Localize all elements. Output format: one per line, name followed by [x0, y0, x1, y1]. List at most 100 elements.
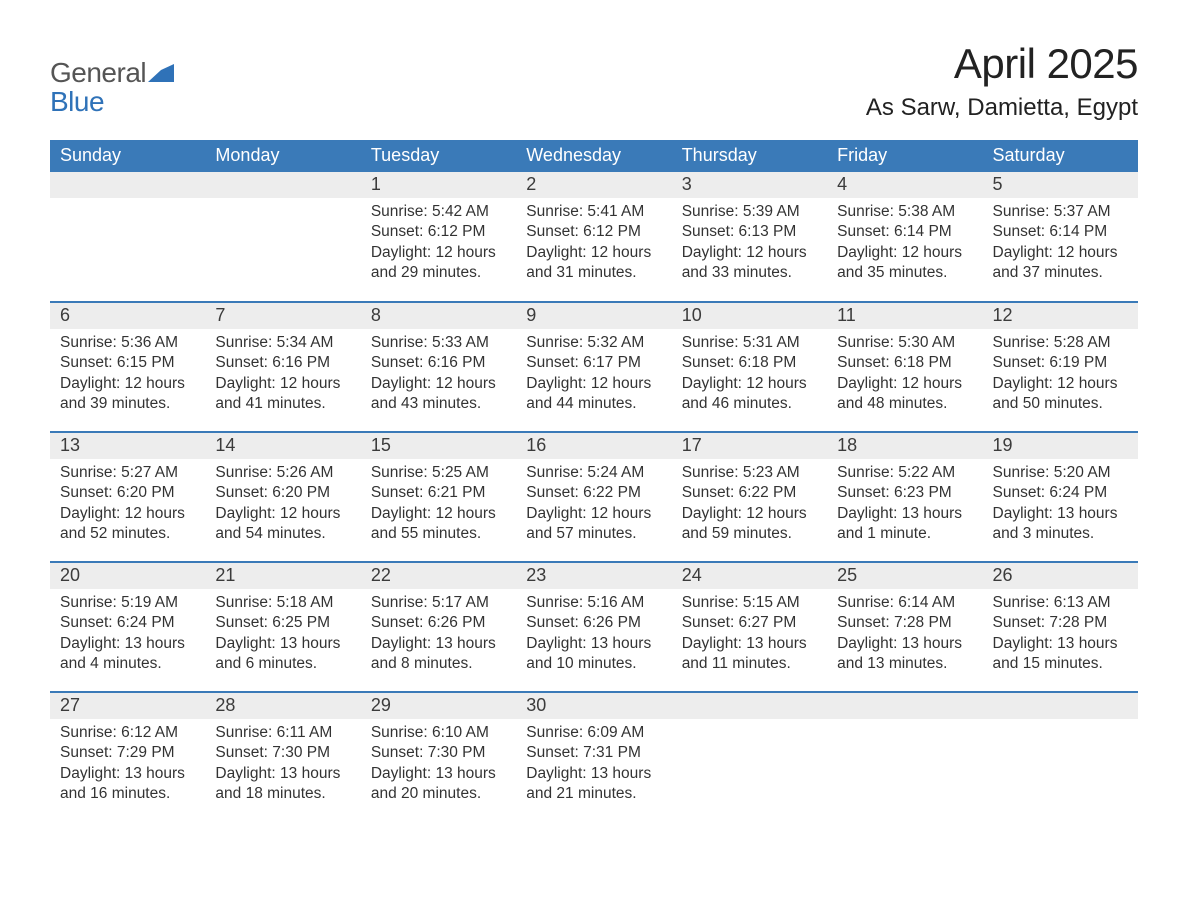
day-line-day2: and 59 minutes.	[682, 524, 819, 544]
day-line-day1: Daylight: 12 hours	[993, 243, 1130, 263]
day-line-day1: Daylight: 12 hours	[371, 243, 508, 263]
calendar-day-cell: 10Sunrise: 5:31 AMSunset: 6:18 PMDayligh…	[672, 302, 827, 432]
day-line-sunset: Sunset: 6:22 PM	[682, 483, 819, 503]
calendar-header-cell: Saturday	[983, 140, 1138, 172]
day-line-day2: and 13 minutes.	[837, 654, 974, 674]
day-content: Sunrise: 5:39 AMSunset: 6:13 PMDaylight:…	[672, 198, 827, 290]
day-line-day2: and 6 minutes.	[215, 654, 352, 674]
day-number: 21	[205, 563, 360, 589]
day-content: Sunrise: 6:10 AMSunset: 7:30 PMDaylight:…	[361, 719, 516, 811]
calendar-day-cell: 8Sunrise: 5:33 AMSunset: 6:16 PMDaylight…	[361, 302, 516, 432]
day-line-day2: and 8 minutes.	[371, 654, 508, 674]
calendar-body: 1Sunrise: 5:42 AMSunset: 6:12 PMDaylight…	[50, 172, 1138, 822]
calendar-day-cell: 2Sunrise: 5:41 AMSunset: 6:12 PMDaylight…	[516, 172, 671, 302]
day-number: 26	[983, 563, 1138, 589]
day-content: Sunrise: 5:17 AMSunset: 6:26 PMDaylight:…	[361, 589, 516, 681]
day-content: Sunrise: 5:22 AMSunset: 6:23 PMDaylight:…	[827, 459, 982, 551]
day-line-day2: and 10 minutes.	[526, 654, 663, 674]
calendar-day-cell: 27Sunrise: 6:12 AMSunset: 7:29 PMDayligh…	[50, 692, 205, 822]
day-number: 11	[827, 303, 982, 329]
day-content: Sunrise: 5:30 AMSunset: 6:18 PMDaylight:…	[827, 329, 982, 421]
day-content: Sunrise: 5:20 AMSunset: 6:24 PMDaylight:…	[983, 459, 1138, 551]
day-line-day1: Daylight: 13 hours	[371, 634, 508, 654]
day-line-sunrise: Sunrise: 5:23 AM	[682, 463, 819, 483]
calendar-day-cell: 13Sunrise: 5:27 AMSunset: 6:20 PMDayligh…	[50, 432, 205, 562]
day-content: Sunrise: 5:32 AMSunset: 6:17 PMDaylight:…	[516, 329, 671, 421]
day-line-sunset: Sunset: 6:25 PM	[215, 613, 352, 633]
day-line-sunset: Sunset: 6:22 PM	[526, 483, 663, 503]
calendar-day-cell: 15Sunrise: 5:25 AMSunset: 6:21 PMDayligh…	[361, 432, 516, 562]
calendar-day-cell	[50, 172, 205, 302]
calendar-day-cell: 14Sunrise: 5:26 AMSunset: 6:20 PMDayligh…	[205, 432, 360, 562]
day-line-day2: and 31 minutes.	[526, 263, 663, 283]
calendar-day-cell: 25Sunrise: 6:14 AMSunset: 7:28 PMDayligh…	[827, 562, 982, 692]
day-number: 3	[672, 172, 827, 198]
day-line-day1: Daylight: 12 hours	[60, 504, 197, 524]
day-line-sunrise: Sunrise: 6:10 AM	[371, 723, 508, 743]
day-line-day1: Daylight: 13 hours	[215, 764, 352, 784]
day-number: 1	[361, 172, 516, 198]
calendar-day-cell: 9Sunrise: 5:32 AMSunset: 6:17 PMDaylight…	[516, 302, 671, 432]
day-content: Sunrise: 6:09 AMSunset: 7:31 PMDaylight:…	[516, 719, 671, 811]
day-line-day2: and 57 minutes.	[526, 524, 663, 544]
day-line-sunrise: Sunrise: 5:41 AM	[526, 202, 663, 222]
day-line-sunset: Sunset: 6:16 PM	[371, 353, 508, 373]
day-line-sunrise: Sunrise: 5:30 AM	[837, 333, 974, 353]
day-line-sunset: Sunset: 6:15 PM	[60, 353, 197, 373]
day-line-sunset: Sunset: 6:26 PM	[526, 613, 663, 633]
header: General Blue April 2025 As Sarw, Damiett…	[50, 40, 1138, 122]
calendar-week-row: 20Sunrise: 5:19 AMSunset: 6:24 PMDayligh…	[50, 562, 1138, 692]
day-line-sunrise: Sunrise: 5:32 AM	[526, 333, 663, 353]
calendar-week-row: 6Sunrise: 5:36 AMSunset: 6:15 PMDaylight…	[50, 302, 1138, 432]
brand-logo: General Blue	[50, 40, 174, 117]
day-line-sunset: Sunset: 7:30 PM	[371, 743, 508, 763]
day-content: Sunrise: 5:24 AMSunset: 6:22 PMDaylight:…	[516, 459, 671, 551]
day-line-day1: Daylight: 12 hours	[682, 374, 819, 394]
day-line-sunset: Sunset: 6:14 PM	[993, 222, 1130, 242]
day-line-day1: Daylight: 13 hours	[215, 634, 352, 654]
day-line-day2: and 21 minutes.	[526, 784, 663, 804]
day-line-sunset: Sunset: 6:18 PM	[837, 353, 974, 373]
day-content: Sunrise: 6:14 AMSunset: 7:28 PMDaylight:…	[827, 589, 982, 681]
day-content: Sunrise: 5:41 AMSunset: 6:12 PMDaylight:…	[516, 198, 671, 290]
day-number: 12	[983, 303, 1138, 329]
day-line-day1: Daylight: 12 hours	[371, 374, 508, 394]
day-content: Sunrise: 5:37 AMSunset: 6:14 PMDaylight:…	[983, 198, 1138, 290]
calendar-header-cell: Wednesday	[516, 140, 671, 172]
day-number: 18	[827, 433, 982, 459]
calendar-day-cell: 22Sunrise: 5:17 AMSunset: 6:26 PMDayligh…	[361, 562, 516, 692]
day-content: Sunrise: 5:33 AMSunset: 6:16 PMDaylight:…	[361, 329, 516, 421]
day-number: 28	[205, 693, 360, 719]
day-line-day2: and 54 minutes.	[215, 524, 352, 544]
day-line-sunset: Sunset: 6:26 PM	[371, 613, 508, 633]
day-number: 15	[361, 433, 516, 459]
day-line-sunset: Sunset: 6:24 PM	[60, 613, 197, 633]
day-line-day2: and 46 minutes.	[682, 394, 819, 414]
day-number: 22	[361, 563, 516, 589]
day-number	[50, 172, 205, 198]
calendar-day-cell: 24Sunrise: 5:15 AMSunset: 6:27 PMDayligh…	[672, 562, 827, 692]
day-number: 6	[50, 303, 205, 329]
day-line-sunset: Sunset: 6:21 PM	[371, 483, 508, 503]
day-line-sunrise: Sunrise: 5:28 AM	[993, 333, 1130, 353]
day-line-sunset: Sunset: 7:29 PM	[60, 743, 197, 763]
day-line-sunrise: Sunrise: 5:15 AM	[682, 593, 819, 613]
day-line-sunset: Sunset: 6:27 PM	[682, 613, 819, 633]
day-line-day2: and 35 minutes.	[837, 263, 974, 283]
calendar-day-cell: 19Sunrise: 5:20 AMSunset: 6:24 PMDayligh…	[983, 432, 1138, 562]
day-number: 2	[516, 172, 671, 198]
day-line-sunset: Sunset: 7:30 PM	[215, 743, 352, 763]
day-content: Sunrise: 5:27 AMSunset: 6:20 PMDaylight:…	[50, 459, 205, 551]
day-number: 30	[516, 693, 671, 719]
day-line-sunset: Sunset: 6:13 PM	[682, 222, 819, 242]
location: As Sarw, Damietta, Egypt	[866, 94, 1138, 122]
day-line-sunset: Sunset: 6:19 PM	[993, 353, 1130, 373]
day-line-sunset: Sunset: 6:20 PM	[60, 483, 197, 503]
day-line-day1: Daylight: 13 hours	[837, 504, 974, 524]
day-line-day2: and 3 minutes.	[993, 524, 1130, 544]
calendar-day-cell: 6Sunrise: 5:36 AMSunset: 6:15 PMDaylight…	[50, 302, 205, 432]
day-number: 23	[516, 563, 671, 589]
day-line-sunrise: Sunrise: 5:39 AM	[682, 202, 819, 222]
calendar-day-cell: 4Sunrise: 5:38 AMSunset: 6:14 PMDaylight…	[827, 172, 982, 302]
day-line-sunrise: Sunrise: 6:12 AM	[60, 723, 197, 743]
